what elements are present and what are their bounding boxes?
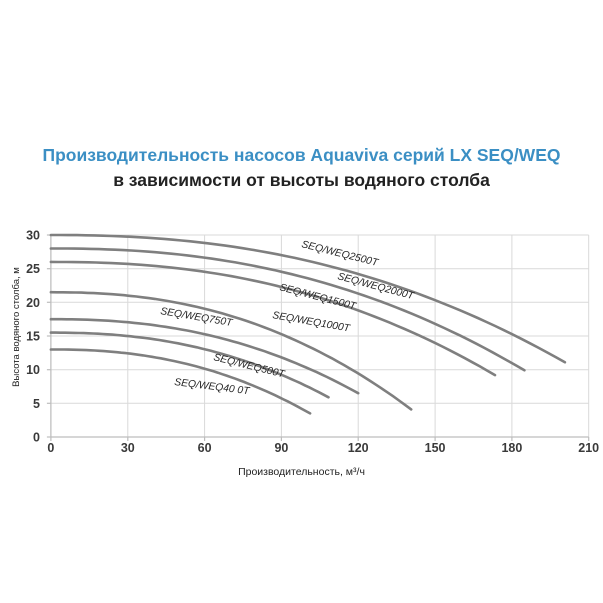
svg-text:150: 150	[425, 441, 446, 455]
svg-text:30: 30	[26, 229, 40, 243]
svg-text:210: 210	[578, 441, 599, 455]
svg-text:5: 5	[33, 397, 40, 411]
svg-text:180: 180	[501, 441, 522, 455]
svg-text:0: 0	[47, 441, 54, 455]
svg-text:20: 20	[26, 296, 40, 310]
svg-text:SEQ/WEQ500T: SEQ/WEQ500T	[212, 352, 286, 380]
svg-text:10: 10	[26, 363, 40, 377]
svg-text:SEQ/WEQ1500T: SEQ/WEQ1500T	[278, 282, 357, 312]
svg-text:SEQ/WEQ2000T: SEQ/WEQ2000T	[336, 271, 415, 302]
svg-text:60: 60	[198, 441, 212, 455]
svg-text:0: 0	[33, 431, 40, 445]
svg-text:SEQ/WEQ750T: SEQ/WEQ750T	[160, 306, 234, 329]
svg-text:120: 120	[348, 441, 369, 455]
svg-text:SEQ/WEQ1000T: SEQ/WEQ1000T	[271, 310, 351, 335]
svg-text:SEQ/WEQ2500T: SEQ/WEQ2500T	[300, 239, 379, 269]
svg-text:30: 30	[121, 441, 135, 455]
svg-text:90: 90	[274, 441, 288, 455]
svg-text:25: 25	[26, 262, 40, 276]
svg-text:15: 15	[26, 330, 40, 344]
